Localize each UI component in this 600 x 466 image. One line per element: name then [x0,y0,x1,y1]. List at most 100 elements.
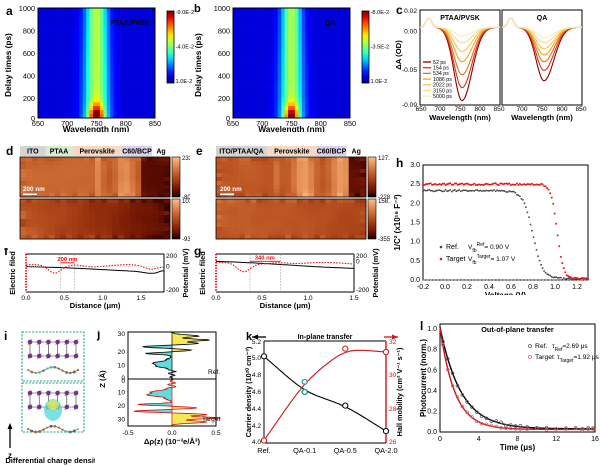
svg-text:Wavelength (nm): Wavelength (nm) [429,113,491,122]
svg-text:ITO/PTAA/QA: ITO/PTAA/QA [219,149,263,156]
svg-text:0: 0 [356,258,360,265]
svg-text:Distance (μm): Distance (μm) [70,301,121,310]
svg-text:750: 750 [536,106,547,113]
svg-text:1.0: 1.0 [410,239,420,246]
svg-text:1000: 1000 [214,4,230,13]
svg-text:4.8: 4.8 [252,372,261,379]
svg-text:1.0: 1.0 [427,326,437,333]
svg-text:Ref.: Ref. [535,343,548,350]
svg-text:800: 800 [556,106,567,113]
svg-text:τTarget=1.92 μs: τTarget=1.92 μs [557,354,599,364]
svg-text:600: 600 [23,49,35,58]
svg-text:700: 700 [434,106,445,113]
svg-text:5.2: 5.2 [252,339,261,346]
svg-text:5.0: 5.0 [252,355,261,362]
svg-text:Photocurrent (norm.): Photocurrent (norm.) [419,339,428,417]
svg-text:VfbTarget= 1.07 V: VfbTarget= 1.07 V [468,254,516,266]
svg-text:1.0E-2: 1.0E-2 [371,79,388,85]
svg-text:Carrier density (10²⁰ cm⁻³): Carrier density (10²⁰ cm⁻³) [245,346,253,437]
svg-text:1000: 1000 [19,4,35,13]
svg-text:PTAA/PVSK: PTAA/PVSK [110,20,150,27]
svg-text:650: 650 [415,106,426,113]
svg-text:QA-0.1: QA-0.1 [293,446,316,455]
svg-text:200: 200 [166,253,177,260]
svg-text:Target: Target [535,354,554,361]
svg-text:Voltage (V): Voltage (V) [485,291,527,295]
svg-text:-0.5: -0.5 [122,430,134,437]
svg-text:200: 200 [218,94,230,103]
svg-text:16: 16 [591,436,599,443]
svg-text:Δρ(z) (10⁻³e/Å³): Δρ(z) (10⁻³e/Å³) [144,437,201,446]
svg-text:850: 850 [575,106,586,113]
svg-text:Target: Target [446,256,466,263]
svg-text:0: 0 [166,264,170,271]
svg-text:-0.05: -0.05 [402,67,417,74]
svg-text:200: 200 [23,94,35,103]
svg-text:850: 850 [493,106,504,113]
svg-text:Ref.: Ref. [446,244,459,251]
svg-text:e: e [196,145,203,158]
svg-text:Differential charge density: Differential charge density [5,456,95,465]
svg-text:Wavelength (nm): Wavelength (nm) [258,124,325,132]
svg-text:Delay times (ps): Delay times (ps) [193,33,203,97]
svg-text:Ag: Ag [156,149,165,156]
svg-text:10: 10 [118,363,126,370]
svg-text:-0.2: -0.2 [417,284,429,291]
svg-text:ΔA (OD): ΔA (OD) [394,40,403,70]
svg-text:200 nm: 200 nm [220,186,242,193]
svg-text:0.00: 0.00 [404,29,417,36]
svg-text:850: 850 [149,119,161,128]
svg-text:103.4 mV: 103.4 mV [182,198,190,205]
svg-text:0.8: 0.8 [427,347,437,354]
svg-text:30: 30 [118,331,126,338]
svg-text:650: 650 [227,119,239,128]
svg-text:a: a [6,4,13,18]
svg-text:800: 800 [474,106,485,113]
svg-text:Ag: Ag [352,149,361,156]
svg-text:600: 600 [218,49,230,58]
svg-text:30: 30 [118,416,126,423]
svg-text:-93.4 mV: -93.4 mV [182,236,190,243]
svg-text:0.02: 0.02 [404,8,417,15]
svg-text:Perovskite: Perovskite [79,149,115,156]
svg-text:0.2: 0.2 [427,408,437,415]
svg-text:0.6: 0.6 [427,367,437,374]
svg-text:l: l [420,320,423,333]
svg-text:0.0: 0.0 [427,429,437,436]
svg-text:0: 0 [438,436,442,443]
svg-text:400: 400 [23,72,35,81]
svg-text:Ref.: Ref. [257,446,270,455]
svg-text:0.0: 0.0 [21,295,30,302]
svg-text:800: 800 [23,27,35,36]
svg-text:Electric filed: Electric filed [198,251,207,294]
svg-text:b: b [194,3,201,15]
svg-text:1.5: 1.5 [349,295,358,302]
svg-text:-3.5E-2: -3.5E-2 [371,45,390,51]
svg-text:4.4: 4.4 [252,406,261,413]
svg-text:4.0: 4.0 [252,439,261,446]
svg-text:Hall mobility (cm² V⁻¹ s⁻¹): Hall mobility (cm² V⁻¹ s⁻¹) [395,347,404,436]
svg-text:0.6: 0.6 [506,284,516,291]
svg-text:800: 800 [218,27,230,36]
svg-text:C60/BCP: C60/BCP [122,149,152,156]
svg-text:VfbRef= 0.90 V: VfbRef= 0.90 V [468,242,510,254]
svg-text:1.5: 1.5 [136,295,145,302]
svg-text:0: 0 [121,378,125,385]
svg-text:0.5: 0.5 [410,258,420,265]
svg-text:0.4: 0.4 [427,388,437,395]
svg-text:0.0: 0.0 [440,284,450,291]
svg-text:-200: -200 [356,287,370,294]
svg-text:QA: QA [537,15,548,22]
svg-text:QA-2.0: QA-2.0 [374,446,397,455]
svg-text:8: 8 [516,436,520,443]
svg-text:-355.9mV: -355.9mV [378,236,390,243]
svg-text:650: 650 [32,119,44,128]
svg-text:2.5: 2.5 [410,181,420,188]
svg-text:4.2: 4.2 [252,423,261,430]
svg-text:In-plane transfer: In-plane transfer [298,334,353,341]
svg-text:Wavelength (nm): Wavelength (nm) [511,113,573,122]
svg-text:158.0 mV: 158.0 mV [378,198,390,205]
svg-text:750: 750 [454,106,465,113]
svg-text:Wavelength (nm): Wavelength (nm) [63,124,130,132]
svg-text:200 nm: 200 nm [23,186,45,193]
